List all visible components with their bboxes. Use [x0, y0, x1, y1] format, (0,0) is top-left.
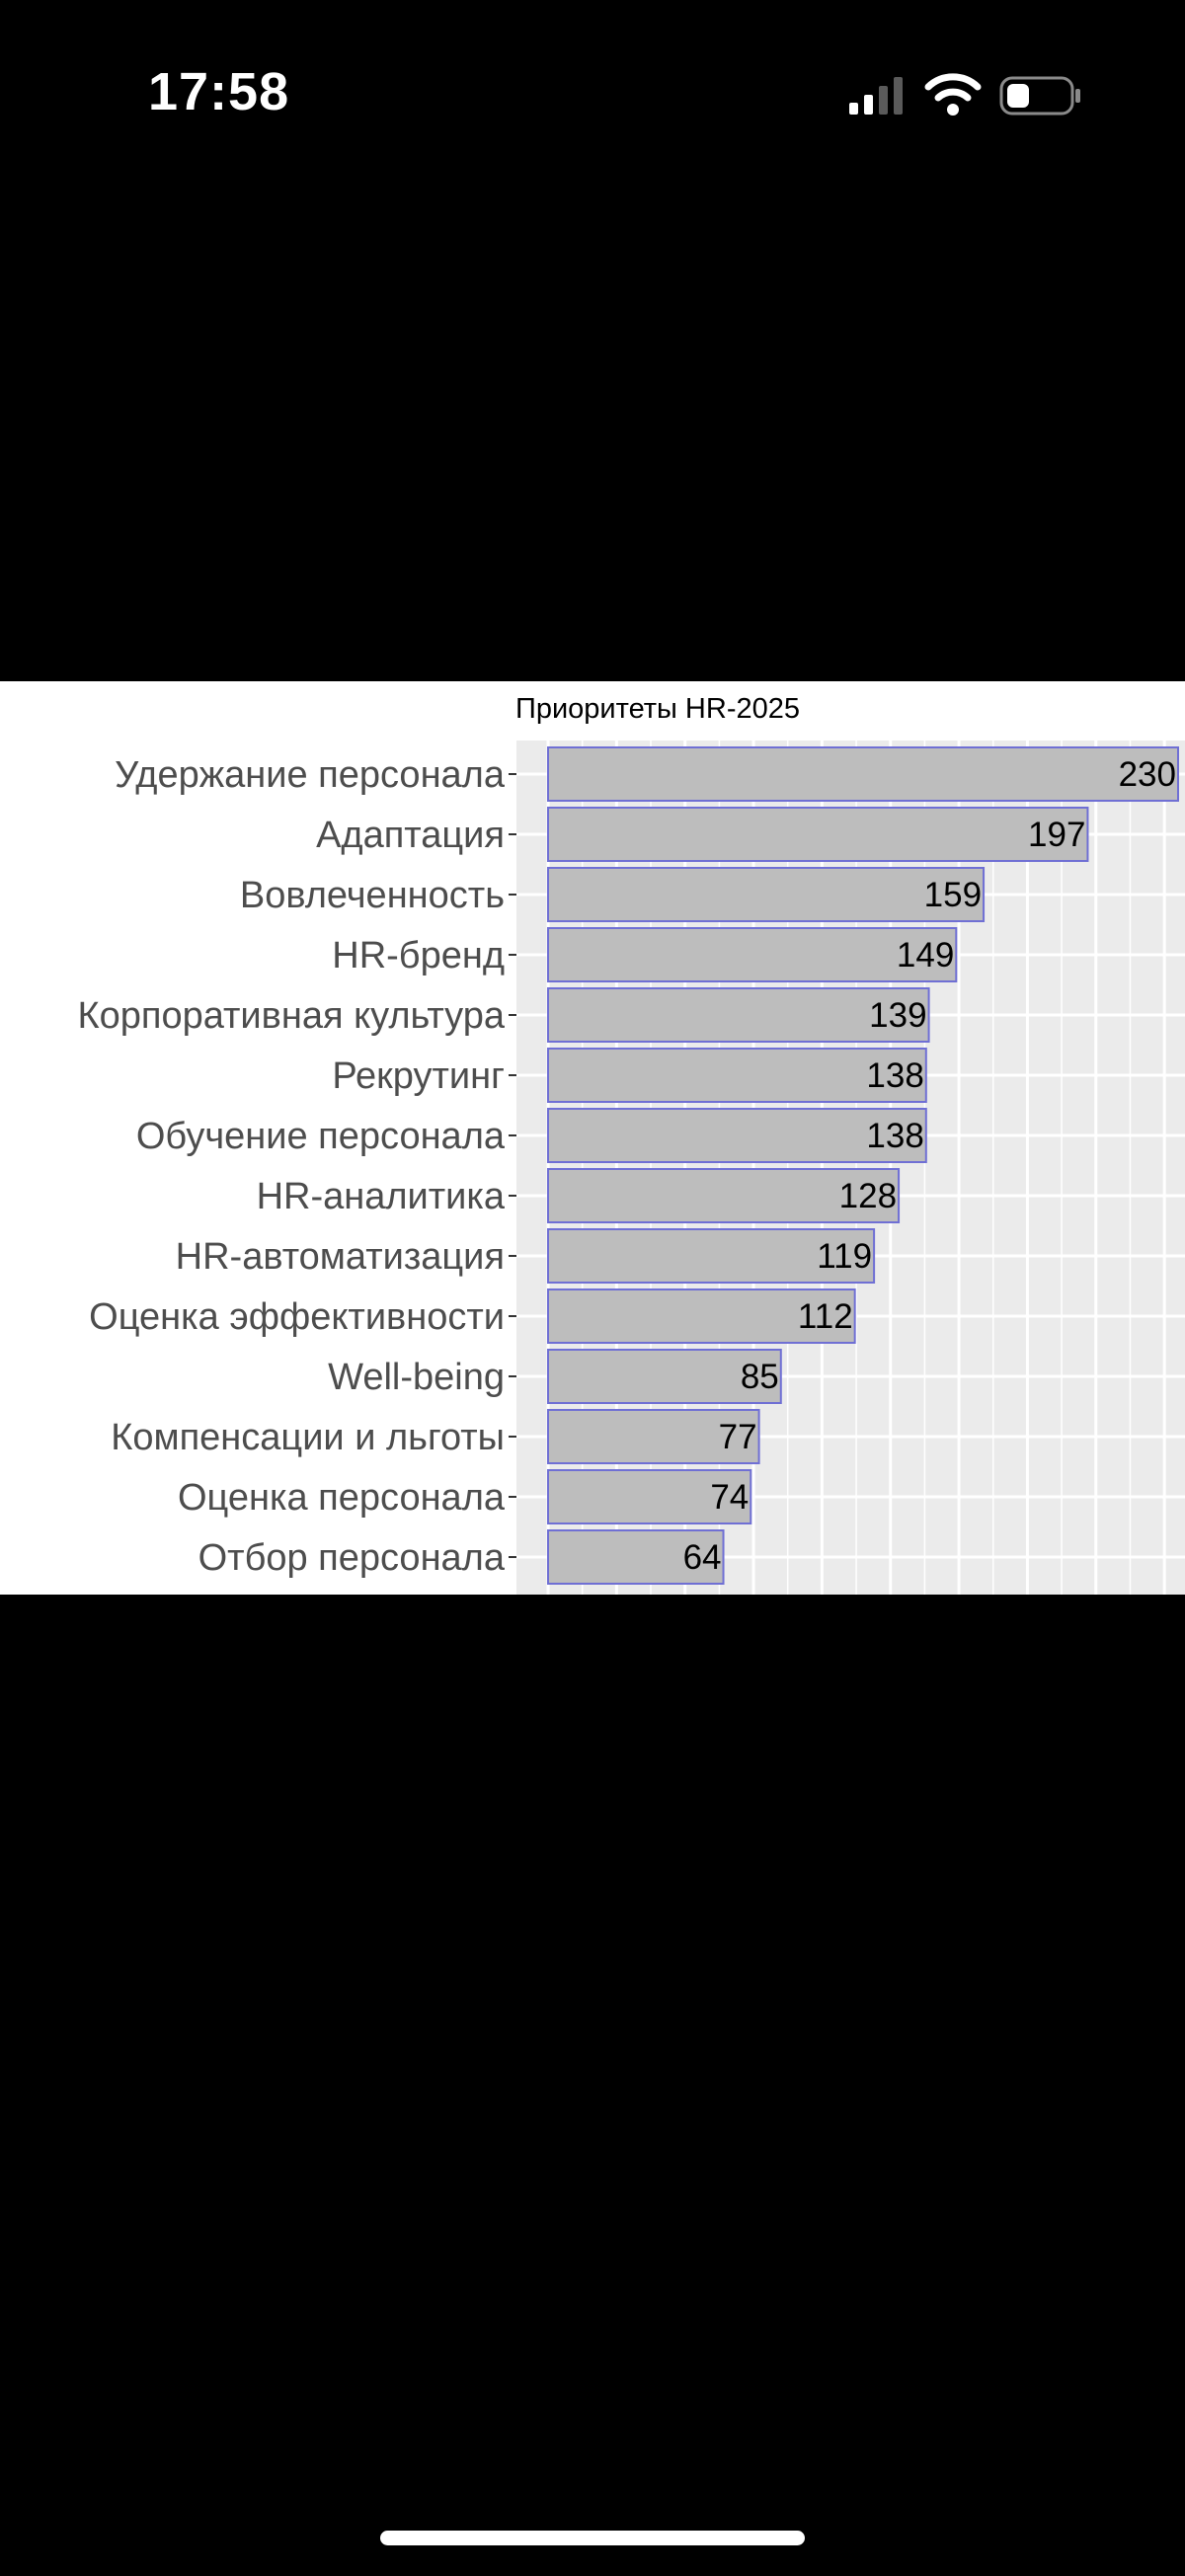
- category-label: Оценка персонала: [178, 1477, 506, 1519]
- chart-title: Приоритеты HR-2025: [515, 693, 800, 725]
- bar-chart: 230 Удержание персонала 197 Адаптация 159 Вов…: [77, 741, 1185, 1595]
- bar-value-label: 139: [869, 996, 926, 1035]
- category-label: HR-аналитика: [257, 1176, 506, 1217]
- bar: [547, 1469, 752, 1524]
- bar: [547, 867, 986, 922]
- bar: [547, 807, 1089, 862]
- bar-value-label: 128: [839, 1177, 897, 1215]
- bar-value-label: 149: [897, 936, 954, 975]
- home-indicator[interactable]: [380, 2531, 805, 2545]
- chart-screenshot: Приоритеты HR-2025 230 Удержание персонал…: [0, 681, 1185, 1595]
- bar: [547, 1048, 927, 1103]
- bar-value-label: 138: [866, 1056, 923, 1095]
- bar-value-label: 197: [1028, 816, 1085, 854]
- status-time: 17:58: [148, 62, 290, 121]
- bar-value-label: 119: [817, 1237, 872, 1276]
- bar-value-label: 112: [798, 1297, 853, 1336]
- bar-value-label: 159: [924, 876, 982, 914]
- category-label: Удержание персонала: [115, 754, 506, 796]
- bar: [547, 1228, 876, 1284]
- bar-value-label: 230: [1119, 755, 1176, 794]
- bar: [547, 1409, 760, 1464]
- category-label: Компенсации и льготы: [111, 1417, 505, 1458]
- bar: [547, 1529, 725, 1585]
- category-label: Рекрутинг: [332, 1055, 505, 1097]
- category-label: Оценка эффективности: [89, 1296, 505, 1338]
- category-label: Вовлеченность: [240, 875, 505, 916]
- bar: [547, 927, 958, 982]
- category-label: HR-бренд: [332, 935, 505, 976]
- category-label: HR-автоматизация: [176, 1236, 505, 1278]
- bar: [547, 1288, 856, 1344]
- bar-value-label: 64: [683, 1538, 722, 1577]
- bar-value-label: 77: [719, 1418, 757, 1456]
- battery-icon: [999, 76, 1080, 116]
- category-label: Well-being: [328, 1357, 505, 1398]
- bar: [547, 1168, 901, 1223]
- cellular-signal-icon: [849, 77, 903, 115]
- category-label: Обучение персонала: [136, 1116, 506, 1157]
- bar-value-label: 138: [866, 1117, 923, 1155]
- bar-value-label: 74: [710, 1478, 749, 1517]
- bar: [547, 1349, 782, 1404]
- bar-value-label: 85: [741, 1358, 779, 1396]
- category-label: Отбор персонала: [198, 1537, 506, 1579]
- category-label: Корпоративная культура: [77, 995, 505, 1037]
- category-label: Адаптация: [316, 815, 505, 856]
- bar: [547, 746, 1179, 802]
- wifi-icon: [924, 73, 982, 116]
- bar: [547, 987, 930, 1043]
- status-bar: 17:58: [0, 0, 1185, 197]
- bar: [547, 1108, 927, 1163]
